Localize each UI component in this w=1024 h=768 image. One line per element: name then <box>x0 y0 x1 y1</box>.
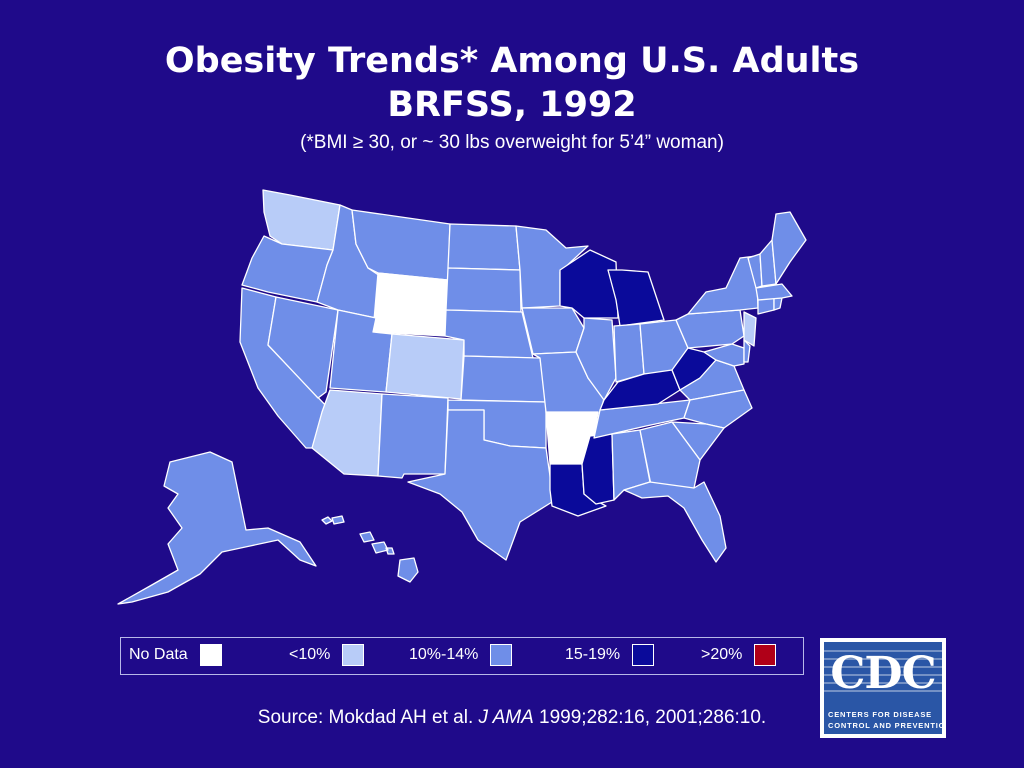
state-nj <box>743 311 757 347</box>
slide-title-year: BRFSS, 1992 <box>387 85 637 125</box>
legend-swatch <box>342 644 365 666</box>
slide-title: Obesity Trends* Among U.S. Adults <box>164 41 860 81</box>
legend-swatch <box>632 644 655 666</box>
legend-label: >20% <box>701 646 743 663</box>
state-co <box>385 333 465 400</box>
state-wi <box>559 249 619 319</box>
legend-item-no-data: No Data <box>129 644 222 666</box>
legend-swatch <box>754 644 777 666</box>
cdc-tagline: CENTERS FOR DISEASE <box>828 710 932 719</box>
state-hi <box>321 515 419 583</box>
legend-label: 10%-14% <box>409 646 479 663</box>
legend-item-over-20: >20% <box>701 644 777 666</box>
state-tn <box>593 399 691 439</box>
state-ga <box>639 421 701 491</box>
state-ia <box>521 307 585 355</box>
state-de <box>743 339 751 363</box>
source-prefix: Source: Mokdad AH et al. <box>257 707 479 728</box>
state-md <box>703 343 745 367</box>
state-nd <box>447 223 521 271</box>
legend-label: No Data <box>129 646 188 663</box>
us-obesity-map <box>117 189 807 605</box>
state-nm <box>377 393 449 479</box>
cdc-logo: CDC CENTERS FOR DISEASE CONTROL AND PREV… <box>820 638 946 738</box>
legend-item-10-14: 10%-14% <box>409 644 513 666</box>
state-ma <box>755 283 793 301</box>
state-ri <box>773 297 783 311</box>
cdc-wordmark: CDC <box>830 648 936 699</box>
state-il <box>575 317 617 401</box>
source-journal: J AMA <box>478 707 534 728</box>
state-fl <box>623 481 727 563</box>
map-legend: No Data <10% 10%-14% 15-19% >20% <box>120 637 804 675</box>
legend-swatch <box>490 644 513 666</box>
legend-label: <10% <box>289 646 331 663</box>
legend-item-under-10: <10% <box>289 644 365 666</box>
source-suffix: 1999;282:16, 2001;286:10. <box>533 707 767 728</box>
state-sd <box>445 267 522 313</box>
state-ks <box>460 355 547 403</box>
state-me <box>771 211 807 285</box>
legend-label: 15-19% <box>565 646 621 663</box>
state-wy <box>372 272 449 337</box>
state-nv <box>267 296 339 399</box>
source-citation: Source: Mokdad AH et al. J AMA 1999;282:… <box>0 707 1024 729</box>
state-tx <box>407 409 553 561</box>
legend-swatch <box>199 644 222 666</box>
slide-subtitle: (*BMI ≥ 30, or ~ 30 lbs overweight for 5… <box>300 132 724 153</box>
state-ny <box>687 255 759 315</box>
state-ak <box>117 451 317 605</box>
legend-item-15-19: 15-19% <box>565 644 655 666</box>
state-pa <box>675 309 745 349</box>
state-in <box>613 323 645 383</box>
cdc-tagline: CONTROL AND PREVENTION <box>828 721 942 730</box>
